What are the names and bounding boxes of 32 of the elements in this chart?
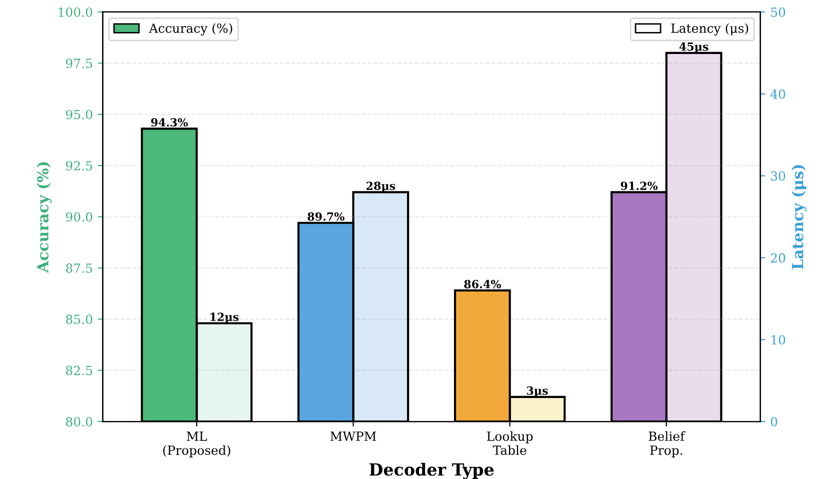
y2-tick-label: 40 (770, 89, 786, 99)
x-tick-label: Lookup Table (487, 431, 533, 455)
y-tick-label: 100.0 (58, 7, 92, 17)
y-tick-label: 85.0 (66, 314, 92, 324)
y-tick-label: 82.5 (66, 366, 92, 376)
y-tick-label: 97.5 (66, 58, 92, 68)
y2-tick-label: 20 (770, 253, 786, 263)
x-tick-label: ML (Proposed) (163, 432, 230, 458)
y2-tick-label: 0 (770, 416, 778, 426)
data-label: 3μs (526, 386, 548, 397)
y-axis-title: Accuracy (%) (36, 162, 52, 273)
y2-tick-label: 30 (771, 171, 786, 181)
data-label: 94.3% (151, 118, 188, 127)
y-tick-label: 90.0 (66, 212, 92, 222)
y-tick-label: 80.0 (66, 416, 92, 426)
x-tick-label: Belief Prop. (648, 431, 686, 458)
y-tick-label: 95.0 (66, 110, 92, 120)
y2-tick-label: 10 (772, 335, 786, 345)
x-axis-title: Decoder Type (369, 462, 494, 479)
legend-label: Accuracy (%) (148, 23, 232, 36)
x-tick-label: MWPM (330, 432, 376, 441)
y2-axis-title: Latency (μs) (792, 165, 807, 270)
y-tick-label: 92.5 (66, 161, 92, 170)
y2-tick-label: 50 (771, 7, 786, 17)
data-label: 28μs (366, 182, 396, 192)
y-tick-label: 87.5 (66, 263, 92, 273)
data-label: 45μs (679, 42, 708, 53)
data-label: 12μs (210, 312, 239, 324)
legend-label: Latency (μs) (671, 23, 748, 36)
data-label: 86.4% (464, 280, 501, 288)
data-label: 91.2% (620, 182, 658, 190)
data-label: 89.7% (308, 212, 344, 221)
